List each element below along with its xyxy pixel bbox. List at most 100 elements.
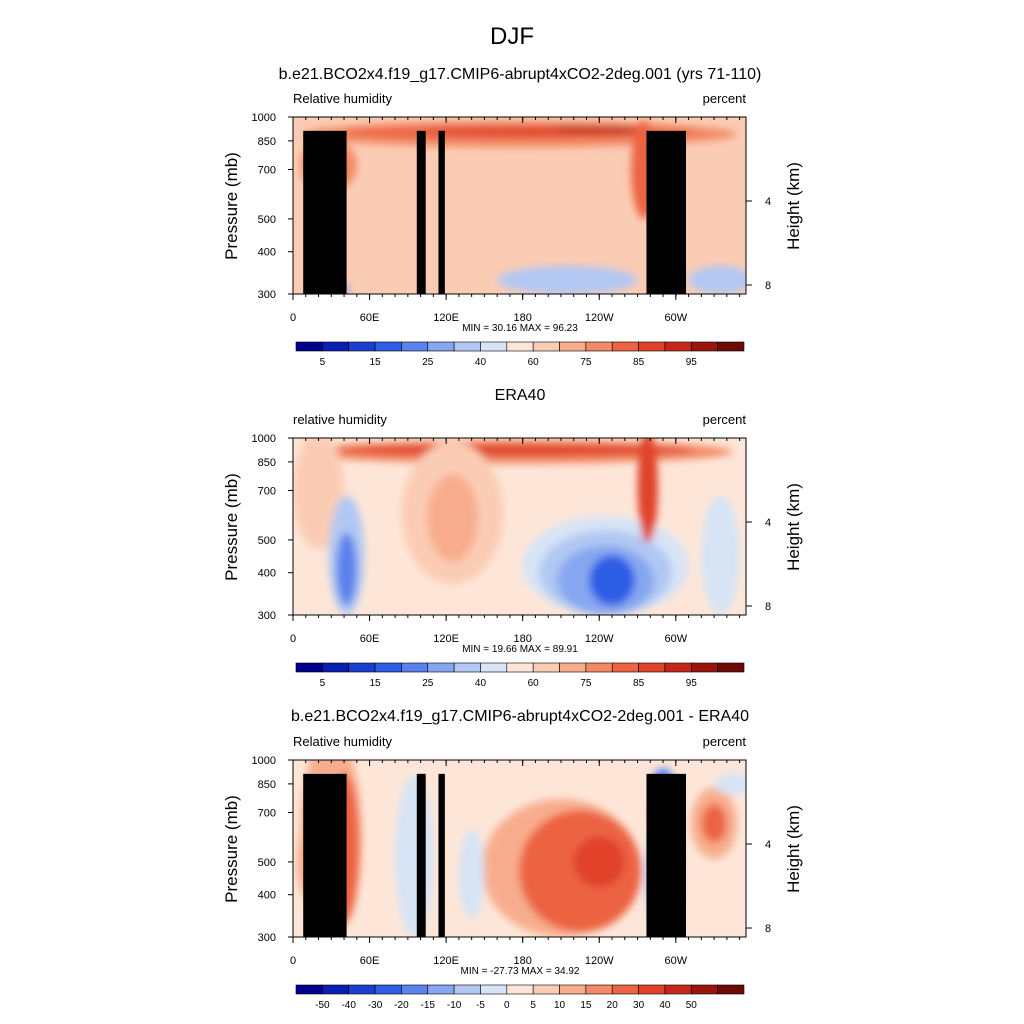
colorbar-tick-label: 5 xyxy=(530,1000,536,1011)
y-tick-label: 500 xyxy=(258,535,276,547)
contour-region xyxy=(336,532,357,606)
colorbar-swatch xyxy=(611,341,639,352)
colorbar-swatch xyxy=(322,662,350,673)
colorbar-tick-label: -30 xyxy=(368,1000,383,1011)
contour-region xyxy=(701,804,727,843)
colorbar-tick-label: 5 xyxy=(320,678,326,689)
panel-title: ERA40 xyxy=(495,387,546,404)
colorbar-tick-label: 75 xyxy=(580,678,592,689)
contour-region xyxy=(701,495,740,615)
colorbar-swatch xyxy=(506,662,534,673)
colorbar-swatch xyxy=(717,984,745,995)
colorbar-swatch xyxy=(690,341,718,352)
field-units-label: percent xyxy=(703,91,747,106)
x-tick-label: 0 xyxy=(290,633,296,645)
y-tick-label: 1000 xyxy=(252,112,276,124)
y-tick-label: 300 xyxy=(258,610,276,622)
panel-model: b.e21.BCO2x4.f19_g17.CMIP6-abrupt4xCO2-2… xyxy=(222,66,803,368)
colorbar-swatch xyxy=(532,662,560,673)
colorbar-tick-label: 85 xyxy=(633,678,645,689)
colorbar-swatch xyxy=(506,341,534,352)
colorbar-swatch xyxy=(348,662,376,673)
colorbar-swatch xyxy=(374,341,402,352)
y-right-axis-label: Height (km) xyxy=(784,483,803,571)
colorbar-swatch xyxy=(453,341,481,352)
y-right-tick-label: 4 xyxy=(765,517,771,529)
topography-mask xyxy=(438,130,445,294)
field-units-label: percent xyxy=(703,412,747,427)
colorbar-swatch xyxy=(480,984,508,995)
y-axis-label: Pressure (mb) xyxy=(222,473,241,581)
colorbar-swatch xyxy=(690,662,718,673)
colorbar-swatch xyxy=(322,341,350,352)
x-tick-label: 180 xyxy=(514,955,532,967)
contour-region xyxy=(395,775,434,937)
panel-difference: b.e21.BCO2x4.f19_g17.CMIP6-abrupt4xCO2-2… xyxy=(222,708,803,1011)
x-tick-label: 60W xyxy=(665,955,688,967)
contour-region xyxy=(426,474,479,563)
panel-title: b.e21.BCO2x4.f19_g17.CMIP6-abrupt4xCO2-2… xyxy=(291,708,749,725)
y-tick-label: 400 xyxy=(258,247,276,259)
colorbar-swatch xyxy=(611,984,639,995)
y-tick-label: 400 xyxy=(258,890,276,902)
y-right-tick-label: 4 xyxy=(765,196,771,208)
colorbar-tick-label: 20 xyxy=(607,1000,619,1011)
colorbar-tick-label: 15 xyxy=(369,357,381,368)
colorbar-swatch xyxy=(664,662,692,673)
colorbar-swatch xyxy=(611,662,639,673)
colorbar-tick-label: 50 xyxy=(686,1000,698,1011)
y-right-tick-label: 4 xyxy=(765,839,771,851)
topography-mask xyxy=(646,773,687,937)
colorbar-swatch xyxy=(322,984,350,995)
colorbar-tick-label: 60 xyxy=(528,678,540,689)
contour-region xyxy=(497,265,638,294)
contour-region xyxy=(688,265,746,294)
colorbar-swatch xyxy=(374,662,402,673)
colorbar-swatch xyxy=(532,341,560,352)
y-tick-label: 300 xyxy=(258,289,276,301)
topography-mask xyxy=(416,130,426,294)
y-tick-label: 300 xyxy=(258,932,276,944)
colorbar-tick-label: 15 xyxy=(580,1000,592,1011)
x-tick-label: 120E xyxy=(433,312,459,324)
y-tick-label: 850 xyxy=(258,136,276,148)
colorbar-swatch xyxy=(717,341,745,352)
contour-region xyxy=(637,438,658,543)
colorbar-tick-label: 40 xyxy=(659,1000,671,1011)
min-max-stats: MIN = 19.66 MAX = 89.91 xyxy=(462,644,578,655)
colorbar-swatch xyxy=(453,984,481,995)
colorbar-swatch xyxy=(295,662,323,673)
colorbar-tick-label: 15 xyxy=(369,678,381,689)
colorbar-tick-label: 25 xyxy=(422,357,434,368)
figure-title: DJF xyxy=(490,23,534,50)
colorbar-tick-label: -50 xyxy=(315,1000,330,1011)
contour-field xyxy=(293,117,746,294)
y-tick-label: 500 xyxy=(258,214,276,226)
colorbar-swatch xyxy=(638,984,666,995)
y-right-axis-label: Height (km) xyxy=(784,805,803,893)
colorbar-swatch xyxy=(374,984,402,995)
colorbar-swatch xyxy=(532,984,560,995)
topography-mask xyxy=(646,130,687,294)
x-tick-label: 180 xyxy=(514,312,532,324)
x-tick-label: 120E xyxy=(433,955,459,967)
y-right-axis-label: Height (km) xyxy=(784,162,803,250)
min-max-stats: MIN = -27.73 MAX = 34.92 xyxy=(461,966,580,977)
colorbar-swatch xyxy=(559,662,587,673)
colorbar-tick-label: 5 xyxy=(320,357,326,368)
panel-title: b.e21.BCO2x4.f19_g17.CMIP6-abrupt4xCO2-2… xyxy=(279,66,762,83)
colorbar-tick-label: 60 xyxy=(528,357,540,368)
colorbar-swatch xyxy=(348,984,376,995)
x-tick-label: 60E xyxy=(360,633,380,645)
colorbar-swatch xyxy=(638,662,666,673)
colorbar-tick-label: 30 xyxy=(633,1000,645,1011)
contour-region xyxy=(573,836,625,888)
contour-field xyxy=(293,438,746,615)
topography-mask xyxy=(416,773,426,937)
colorbar-tick-label: 95 xyxy=(686,357,698,368)
x-tick-label: 0 xyxy=(290,955,296,967)
y-tick-label: 500 xyxy=(258,857,276,869)
y-axis-label: Pressure (mb) xyxy=(222,152,241,260)
colorbar-swatch xyxy=(585,341,613,352)
y-axis-label: Pressure (mb) xyxy=(222,795,241,903)
